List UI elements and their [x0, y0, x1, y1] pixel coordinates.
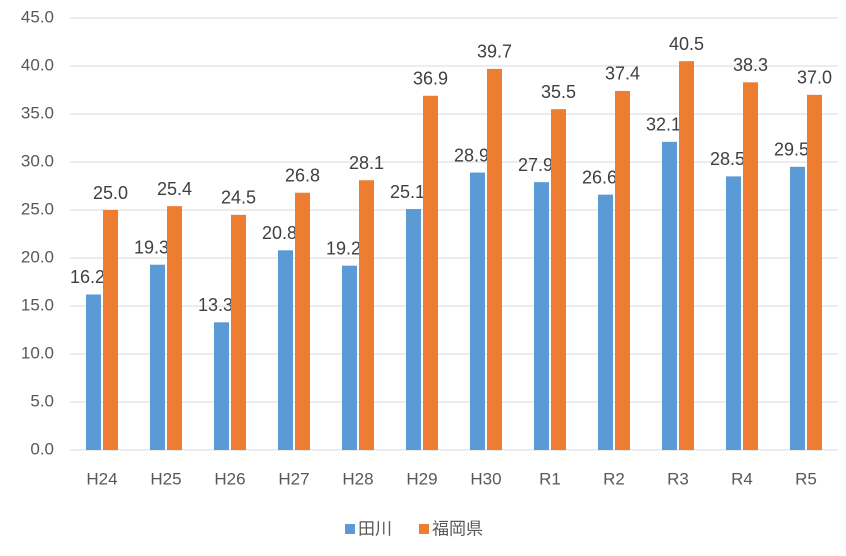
y-tick-label: 25.0 [21, 199, 54, 218]
data-label: 38.3 [733, 55, 768, 75]
legend-label: 福岡県 [432, 519, 483, 538]
bar [615, 90, 630, 451]
x-tick-label: H26 [214, 469, 245, 488]
data-label: 32.1 [646, 115, 681, 135]
bar [598, 194, 613, 450]
y-tick-label: 20.0 [21, 247, 54, 266]
legend-label: 田川 [358, 519, 392, 538]
data-label: 28.5 [710, 149, 745, 169]
bar [743, 82, 758, 450]
data-label: 39.7 [477, 42, 512, 62]
x-tick-label: R4 [731, 469, 753, 488]
y-tick-label: 10.0 [21, 343, 54, 362]
bar [406, 209, 421, 450]
data-label: 36.9 [413, 69, 448, 89]
bar [807, 94, 822, 451]
y-tick-label: 0.0 [30, 439, 54, 458]
data-label: 29.5 [774, 140, 809, 160]
legend-swatch [419, 524, 429, 534]
data-label: 28.9 [454, 145, 489, 165]
y-tick-label: 45.0 [21, 7, 54, 26]
bar [214, 322, 229, 450]
x-tick-label: H24 [86, 469, 117, 488]
bar [231, 214, 246, 450]
data-label: 20.8 [262, 223, 297, 243]
x-tick-label: H25 [150, 469, 181, 488]
bar [167, 206, 182, 450]
data-label: 26.6 [582, 167, 617, 187]
bar [470, 172, 485, 450]
data-label: 19.2 [326, 238, 361, 258]
y-tick-label: 15.0 [21, 295, 54, 314]
bar [662, 141, 677, 450]
x-tick-label: R5 [795, 469, 817, 488]
y-tick-label: 40.0 [21, 55, 54, 74]
bar [295, 192, 310, 450]
bar [726, 176, 741, 450]
legend-swatch [345, 524, 355, 534]
y-tick-label: 30.0 [21, 151, 54, 170]
data-label: 19.3 [134, 237, 169, 257]
data-label: 13.3 [198, 295, 233, 315]
data-label: 16.2 [70, 267, 105, 287]
bar [487, 68, 502, 450]
bar [342, 265, 357, 450]
data-label: 25.1 [390, 182, 425, 202]
data-label: 26.8 [285, 165, 320, 185]
x-tick-label: H27 [278, 469, 309, 488]
bar [150, 264, 165, 450]
bar [103, 210, 118, 450]
x-tick-label: H28 [342, 469, 373, 488]
x-tick-label: R1 [539, 469, 561, 488]
y-tick-label: 35.0 [21, 103, 54, 122]
x-tick-label: H30 [470, 469, 501, 488]
data-label: 35.5 [541, 82, 576, 102]
data-label: 40.5 [669, 34, 704, 54]
bar [359, 180, 374, 451]
x-tick-label: R2 [603, 469, 625, 488]
data-label: 25.0 [93, 183, 128, 203]
x-tick-label: H29 [406, 469, 437, 488]
data-label: 37.0 [797, 68, 832, 88]
data-label: 28.1 [349, 153, 384, 173]
bar [534, 182, 549, 450]
x-tick-label: R3 [667, 469, 689, 488]
bar [86, 294, 101, 450]
bar [551, 109, 566, 450]
y-tick-label: 5.0 [30, 391, 54, 410]
data-label: 24.5 [221, 188, 256, 208]
data-label: 27.9 [518, 155, 553, 175]
bar [679, 61, 694, 450]
bar [790, 166, 805, 451]
data-label: 37.4 [605, 64, 640, 84]
data-label: 25.4 [157, 179, 192, 199]
bar [278, 250, 293, 450]
bar [423, 95, 438, 450]
